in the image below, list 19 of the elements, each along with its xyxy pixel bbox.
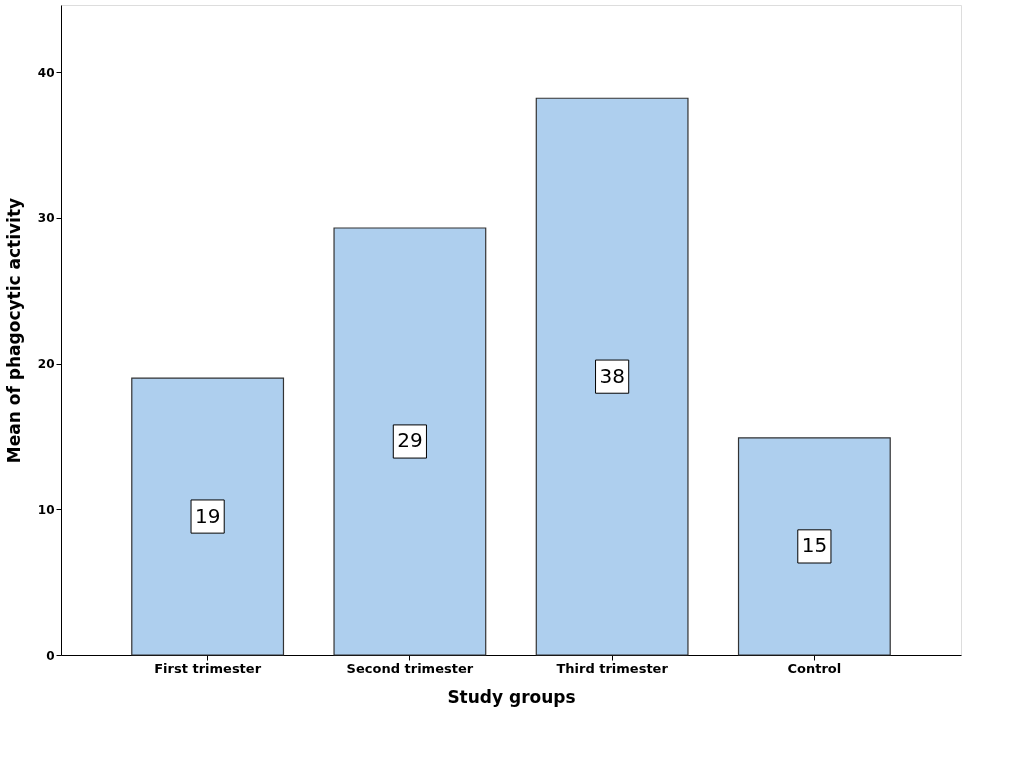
y-tick-label: 30 — [37, 211, 55, 226]
bar — [131, 377, 285, 656]
x-tick-label: Third trimester — [556, 660, 669, 676]
x-axis-title: Study groups — [447, 686, 576, 707]
x-tick-label: First trimester — [154, 660, 262, 676]
bar — [535, 97, 689, 656]
y-tick-label: 40 — [37, 65, 55, 80]
y-tick-label: 0 — [46, 648, 55, 663]
data-label: 15 — [801, 533, 828, 558]
x-tick-label: Control — [787, 660, 842, 676]
bar — [737, 437, 891, 656]
y-tick-label: 10 — [37, 502, 55, 517]
y-tick-label: 20 — [37, 357, 55, 372]
bar — [333, 227, 487, 656]
data-label: 38 — [599, 363, 625, 388]
data-label: 29 — [397, 428, 423, 453]
y-axis-title: Mean of phagocytic activity — [3, 197, 24, 464]
x-tick-label: Second trimester — [346, 660, 474, 676]
data-label: 19 — [194, 503, 221, 528]
